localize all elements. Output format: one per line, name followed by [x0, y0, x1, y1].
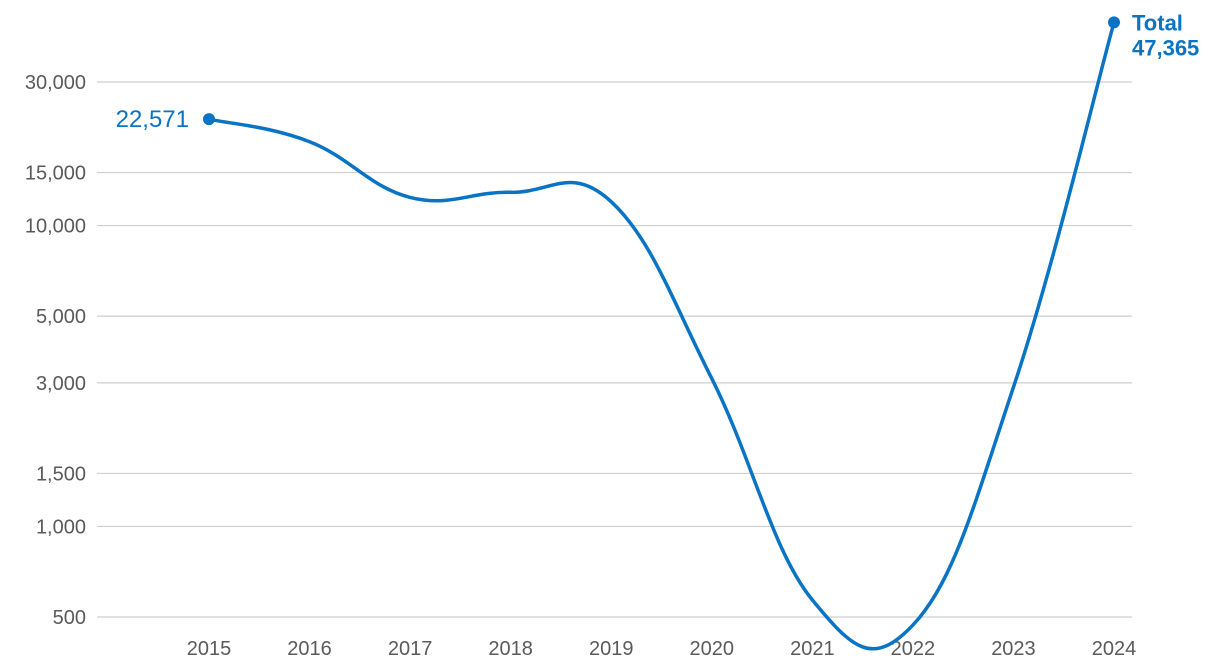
- start-value-label: 22,571: [116, 106, 189, 133]
- x-tick-label: 2022: [891, 638, 936, 660]
- y-tick-label: 5,000: [36, 306, 86, 328]
- gridlines: [97, 81, 1132, 618]
- series-line: [207, 20, 1116, 651]
- x-tick-label: 2021: [790, 638, 835, 660]
- y-tick-label: 3,000: [36, 373, 86, 395]
- y-tick-label: 1,500: [36, 463, 86, 485]
- end-value-label: 47,365: [1132, 35, 1199, 60]
- x-tick-label: 2015: [187, 638, 232, 660]
- end-point-marker: [1108, 16, 1120, 29]
- start-point-marker: [203, 113, 215, 126]
- y-tick-label: 15,000: [25, 163, 86, 185]
- x-axis-labels: 2015 2016 2017 2018 2019 2020 2021 2022 2023 2024: [187, 638, 1137, 660]
- x-tick-label: 2019: [589, 638, 634, 660]
- y-tick-label: 10,000: [25, 216, 86, 238]
- y-axis-labels: 30,000 15,000 10,000 5,000 3,000 1,500 1,000 50…: [25, 72, 86, 629]
- x-tick-label: 2023: [991, 638, 1036, 660]
- x-tick-label: 2017: [388, 638, 433, 660]
- x-tick-label: 2024: [1092, 638, 1137, 660]
- y-tick-label: 30,000: [25, 72, 86, 94]
- y-tick-label: 500: [53, 607, 86, 629]
- x-tick-label: 2020: [690, 638, 735, 660]
- x-tick-label: 2016: [287, 638, 332, 660]
- y-tick-label: 1,000: [36, 516, 86, 538]
- end-total-label: Total: [1132, 10, 1183, 35]
- x-tick-label: 2018: [488, 638, 533, 660]
